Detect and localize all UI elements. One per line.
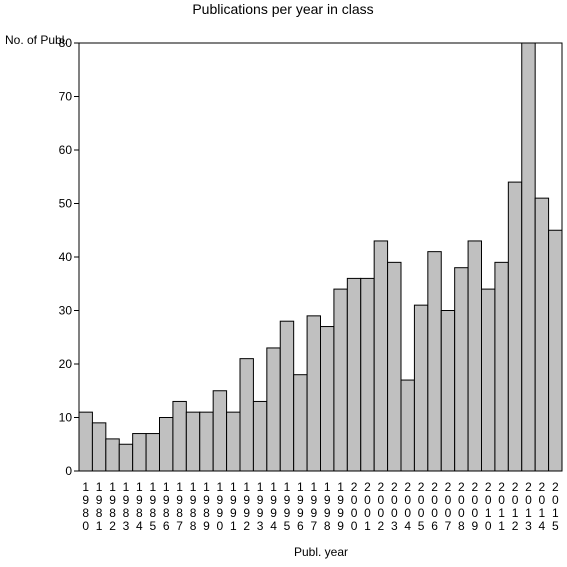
plot-area: 0 10 20 30 40 50 60 70 80 1 9 8 0 1 9 8 1 1 9 8 2 1 9 8 3 1 9 8 4 1 9 8…: [59, 36, 563, 533]
bar: [159, 417, 174, 472]
bar: [427, 251, 442, 472]
bar: [91, 422, 107, 472]
bar: [413, 304, 429, 472]
bar: [118, 443, 134, 472]
y-tick-label: 60: [59, 143, 73, 157]
y-tick-label: 40: [59, 250, 73, 264]
bar: [239, 358, 254, 472]
bar: [481, 288, 496, 472]
bar: [507, 181, 523, 472]
bar: [440, 310, 456, 472]
bar: [212, 390, 228, 472]
bar: [494, 261, 509, 472]
bar: [266, 347, 281, 472]
bar: [534, 197, 550, 472]
bar: [226, 411, 241, 472]
y-tick-label: 30: [59, 304, 73, 318]
bar: [548, 229, 563, 472]
bar: [172, 400, 187, 472]
y-tick-label: 80: [59, 36, 73, 50]
y-tick-label: 0: [65, 464, 72, 478]
bar: [320, 326, 335, 472]
bar: [454, 267, 469, 472]
x-axis-label: Publ. year: [294, 545, 348, 559]
bar: [185, 411, 201, 472]
y-tick-label: 70: [59, 90, 73, 104]
y-axis-label: No. of Publ.: [5, 33, 68, 47]
chart-title: Publications per year in class: [192, 1, 373, 17]
bar: [333, 288, 348, 472]
bar: [467, 240, 483, 472]
bar: [387, 261, 402, 472]
bar: [293, 374, 308, 472]
bar: [252, 400, 268, 472]
bar: [145, 433, 160, 472]
bar: [306, 315, 322, 472]
bar: [400, 379, 415, 472]
bar: [346, 277, 362, 472]
bar: [132, 433, 147, 472]
bar: [279, 320, 295, 472]
bar: [360, 277, 375, 472]
y-tick-label: 20: [59, 357, 73, 371]
bar: [373, 240, 389, 472]
y-tick-label: 10: [59, 411, 73, 425]
bar: [105, 438, 120, 472]
bar: [78, 411, 93, 472]
bar: [521, 42, 536, 472]
bar: [199, 411, 214, 472]
y-tick-label: 50: [59, 197, 73, 211]
